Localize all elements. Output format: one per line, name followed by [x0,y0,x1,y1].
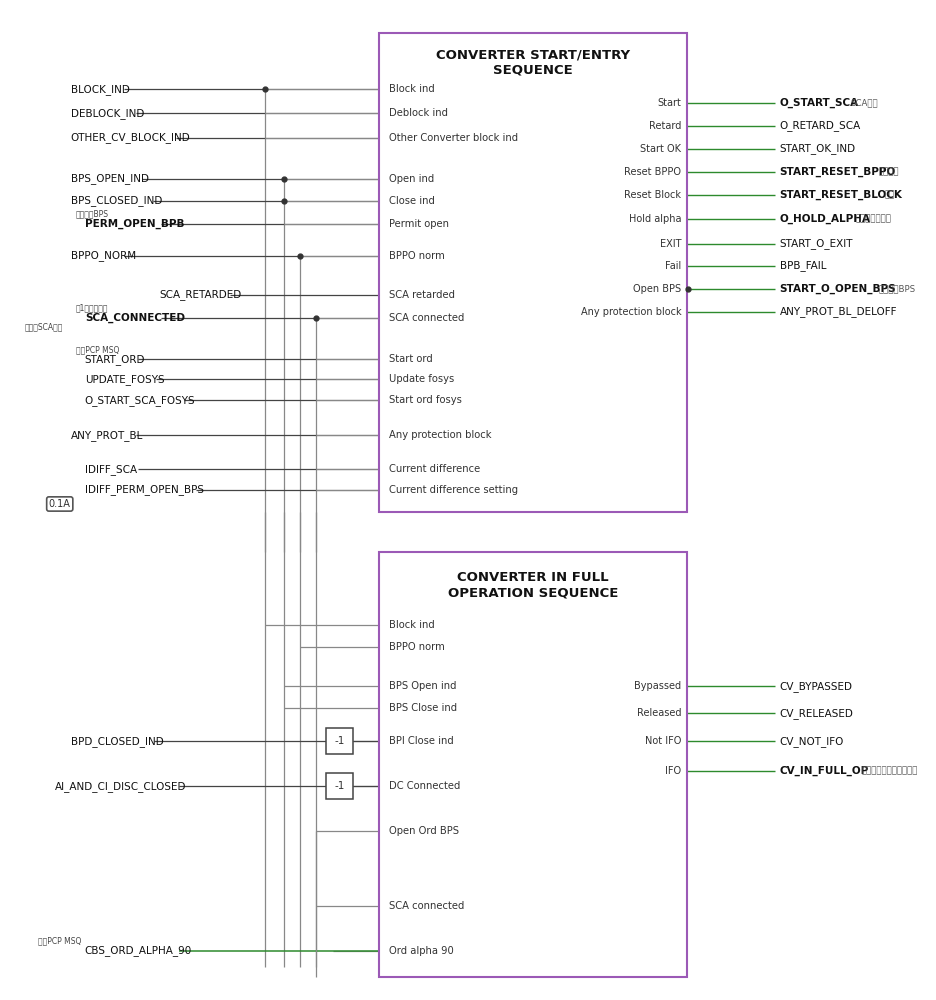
Text: Permit open: Permit open [388,219,448,229]
Text: Start: Start [657,98,681,108]
Text: AI_AND_CI_DISC_CLOSED: AI_AND_CI_DISC_CLOSED [55,781,186,792]
Text: 关旁通对: 关旁通对 [879,167,899,176]
Text: Ord alpha 90: Ord alpha 90 [388,946,453,956]
Text: Reset BPPO: Reset BPPO [624,167,681,177]
Text: Fail: Fail [665,261,681,271]
Text: O_START_SCA: O_START_SCA [780,98,858,108]
Text: ANY_PROT_BL: ANY_PROT_BL [71,430,143,441]
Text: BPS_OPEN_IND: BPS_OPEN_IND [71,173,149,184]
Text: CONVERTER IN FULL: CONVERTER IN FULL [458,571,609,584]
Bar [326,773,354,799]
Text: 控制由SCA接管: 控制由SCA接管 [24,322,63,331]
Text: BPPO_NORM: BPPO_NORM [71,250,136,261]
Text: O_START_SCA_FOSYS: O_START_SCA_FOSYS [85,395,196,406]
Text: Retard: Retard [649,121,681,131]
Text: CBS_ORD_ALPHA_90: CBS_ORD_ALPHA_90 [85,945,192,956]
Bar [326,728,354,754]
Text: SCA connected: SCA connected [388,313,464,323]
Text: SEQUENCE: SEQUENCE [493,64,573,77]
Text: 解锁: 解锁 [885,190,895,199]
Text: Start ord fosys: Start ord fosys [388,395,461,405]
Text: Released: Released [636,708,681,718]
Text: Close ind: Close ind [388,196,434,206]
Text: Update fosys: Update fosys [388,374,454,384]
Text: Reset Block: Reset Block [624,190,681,200]
Text: O_RETARD_SCA: O_RETARD_SCA [780,121,861,131]
Text: ANY_PROT_BL_DELOFF: ANY_PROT_BL_DELOFF [780,306,897,317]
Text: BLOCK_IND: BLOCK_IND [71,84,130,95]
Text: BPS_CLOSED_IND: BPS_CLOSED_IND [71,195,162,206]
Text: Not IFO: Not IFO [645,736,681,746]
Text: START_RESET_BPPO: START_RESET_BPPO [780,167,896,177]
Text: Block ind: Block ind [388,84,434,94]
Text: Block ind: Block ind [388,620,434,630]
Text: START_O_EXIT: START_O_EXIT [780,238,853,249]
Text: EXIT: EXIT [660,239,681,249]
Text: BPPO norm: BPPO norm [388,251,445,261]
Text: 来自PCP MSQ: 来自PCP MSQ [76,345,119,354]
Text: IFO: IFO [665,766,681,776]
Text: Other Converter block ind: Other Converter block ind [388,133,518,143]
Text: START_RESET_BLOCK: START_RESET_BLOCK [780,190,902,200]
Text: 换流器进入完全运行状态: 换流器进入完全运行状态 [862,767,918,776]
Text: Open Ord BPS: Open Ord BPS [388,826,459,836]
Text: CV_NOT_IFO: CV_NOT_IFO [780,736,844,747]
Text: Open BPS: Open BPS [634,284,681,294]
Text: 0.1A: 0.1A [49,499,71,509]
Text: CV_BYPASSED: CV_BYPASSED [780,681,853,692]
Bar [379,552,687,977]
Text: SCA_CONNECTED: SCA_CONNECTED [85,312,184,323]
Text: START_OK_IND: START_OK_IND [780,144,856,154]
Text: Deblock ind: Deblock ind [388,108,447,118]
Text: O_HOLD_ALPHA: O_HOLD_ALPHA [780,214,870,224]
Text: -1: -1 [334,781,344,791]
Text: Current difference setting: Current difference setting [388,485,518,495]
Text: Any protection block: Any protection block [580,307,681,317]
Text: Current difference: Current difference [388,464,480,474]
Text: PERM_OPEN_BPB: PERM_OPEN_BPB [85,219,184,229]
Text: OTHER_CV_BLOCK_IND: OTHER_CV_BLOCK_IND [71,133,191,143]
Text: SCA_RETARDED: SCA_RETARDED [159,289,241,300]
Text: OPERATION SEQUENCE: OPERATION SEQUENCE [448,586,619,599]
Text: BPI Close ind: BPI Close ind [388,736,453,746]
Text: Any protection block: Any protection block [388,430,491,440]
Text: BPB_FAIL: BPB_FAIL [780,260,826,271]
Text: Start OK: Start OK [640,144,681,154]
Text: UPDATE_FOSYS: UPDATE_FOSYS [85,374,165,385]
Text: DC Connected: DC Connected [388,781,460,791]
Text: IDIFF_PERM_OPEN_BPS: IDIFF_PERM_OPEN_BPS [85,485,204,495]
Bar [379,33,687,512]
Text: CV_IN_FULL_OP: CV_IN_FULL_OP [780,766,869,776]
Text: SCA connected: SCA connected [388,901,464,911]
Text: Open ind: Open ind [388,174,434,184]
Text: SCA retarded: SCA retarded [388,290,455,300]
Text: Hold alpha: Hold alpha [629,214,681,224]
Text: 保持触发角不变: 保持触发角不变 [856,214,892,223]
Text: 逐渐打开BPS: 逐渐打开BPS [879,284,916,293]
Text: DEBLOCK_IND: DEBLOCK_IND [71,108,144,119]
Text: BPPO norm: BPPO norm [388,642,445,652]
Text: CV_RELEASED: CV_RELEASED [780,708,854,719]
Text: Start ord: Start ord [388,354,432,364]
Text: 指1表示触发角: 指1表示触发角 [76,303,108,312]
Text: 来自PCP MSQ: 来自PCP MSQ [38,936,81,945]
Text: BPD_CLOSED_IND: BPD_CLOSED_IND [71,736,164,747]
Text: START_O_OPEN_BPS: START_O_OPEN_BPS [780,283,896,294]
Text: 允许打开BPS: 允许打开BPS [76,209,109,218]
Text: START_ORD: START_ORD [85,354,145,365]
Text: IDIFF_SCA: IDIFF_SCA [85,464,137,475]
Text: Bypassed: Bypassed [635,681,681,691]
Text: BPS Close ind: BPS Close ind [388,703,457,713]
Text: SCA启动: SCA启动 [850,99,878,108]
Text: CONVERTER START/ENTRY: CONVERTER START/ENTRY [436,49,630,62]
Text: BPS Open ind: BPS Open ind [388,681,456,691]
Text: -1: -1 [334,736,344,746]
